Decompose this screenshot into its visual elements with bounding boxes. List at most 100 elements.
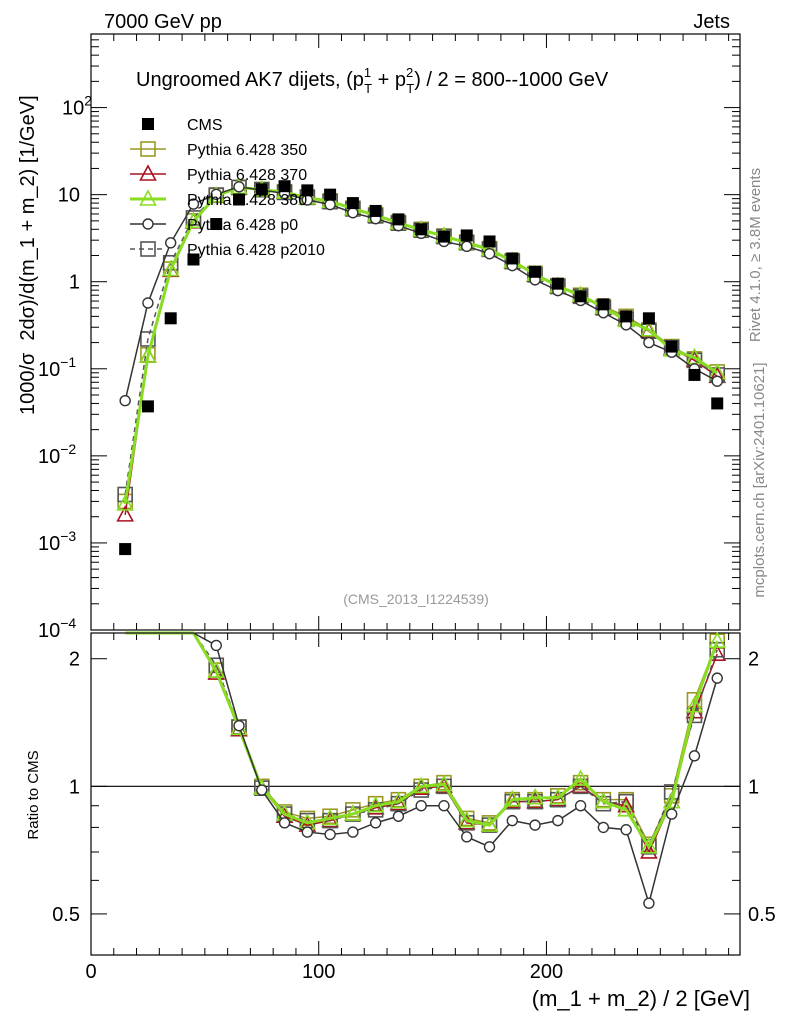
ratio-y-tick-label: 0.5 — [52, 904, 80, 926]
x-tick-label: 0 — [85, 961, 96, 983]
ratio-point — [210, 639, 222, 652]
data-point — [392, 213, 405, 226]
data-point — [141, 400, 154, 413]
data-point — [620, 310, 633, 323]
xlabel: (m_1 + m_2) / 2 [GeV] — [532, 986, 750, 1011]
main-plot-frame — [90, 33, 741, 631]
legend-label: Pythia 6.428 p0 — [187, 217, 298, 234]
mc-point — [142, 297, 154, 309]
ratio-point — [480, 815, 499, 832]
x-tick-labels: 0 100 200 — [85, 961, 563, 983]
data-point — [255, 183, 268, 196]
data-point — [506, 252, 519, 265]
data-point — [324, 188, 337, 201]
ratio-ylabel: Ratio to CMS — [25, 750, 42, 839]
ratio-point — [503, 789, 522, 807]
legend-marker — [139, 164, 157, 181]
mc-point — [165, 237, 177, 249]
data-point — [369, 204, 382, 217]
ratio-point — [594, 791, 613, 809]
ratio-point — [347, 826, 359, 838]
ratio-point — [389, 791, 408, 809]
data-point — [529, 265, 542, 278]
y-tick-label: 10−3 — [38, 528, 76, 555]
ratio-point — [529, 819, 541, 831]
mc-point — [643, 336, 655, 349]
x-tick-label: 200 — [530, 961, 563, 983]
data-point — [210, 218, 223, 231]
legend-label: CMS — [187, 117, 223, 134]
ratio-series — [125, 631, 727, 909]
series-0 — [119, 180, 724, 556]
ratio-y-tick-label: 1 — [69, 776, 80, 798]
ratio-point — [665, 808, 678, 820]
main-title: Ungroomed AK7 dijets, (p1 T + p2 T) / 2 = … — [136, 65, 609, 96]
data-point — [688, 368, 701, 381]
ratio-line — [125, 632, 718, 849]
ratio-point — [620, 824, 632, 836]
ratio-y-tick-label: 2 — [69, 649, 80, 671]
mc-point — [640, 320, 658, 337]
ratio-point — [369, 817, 382, 829]
ratio-axis-ticks: 0.5 0.5 1 1 2 2 — [52, 649, 776, 956]
data-point — [233, 193, 246, 206]
mc-point — [210, 188, 222, 200]
data-point — [460, 229, 473, 242]
mc-point — [461, 240, 473, 253]
data-point — [597, 298, 610, 311]
ratio-point — [324, 828, 336, 841]
data-point — [415, 223, 428, 236]
ratio-series-2 — [125, 631, 727, 854]
ratio-point — [571, 769, 590, 786]
y-tick-label: 10 — [58, 185, 80, 207]
data-point — [301, 184, 314, 197]
mc-point — [187, 198, 200, 210]
ratio-point — [708, 631, 727, 648]
analysis-id: (CMS_2013_I1224539) — [343, 591, 489, 607]
header-right: Jets — [693, 11, 730, 33]
ratio-plot-frame — [90, 632, 741, 956]
mc-point — [161, 259, 180, 277]
mc-point — [324, 198, 336, 211]
mc-point — [347, 207, 359, 219]
ratio-series-3 — [125, 632, 723, 909]
ratio-point — [526, 788, 544, 805]
legend-marker — [140, 141, 156, 157]
mc-point — [711, 375, 723, 387]
ratio-point — [548, 788, 567, 805]
ratio-point — [344, 804, 362, 821]
main-ylabel: 1000/σ2dσ)/d(m_1 + m_2) [1/GeV] — [17, 95, 39, 415]
legend-marker — [142, 218, 154, 230]
ratio-y-tick-label-right: 1 — [748, 776, 759, 798]
y-tick-label: 10−1 — [38, 354, 76, 381]
data-point — [437, 230, 450, 243]
main-series — [116, 177, 727, 556]
series-4 — [119, 181, 723, 407]
ratio-point — [688, 750, 701, 762]
data-point — [164, 312, 177, 325]
legend-label: Pythia 6.428 p2010 — [187, 242, 325, 259]
ratio-point — [438, 800, 450, 812]
data-point — [642, 312, 655, 325]
ratio-point — [504, 793, 521, 810]
mc-point — [185, 210, 202, 226]
data-point — [665, 340, 678, 353]
data-point — [119, 543, 132, 556]
legend-marker — [142, 118, 154, 130]
ratio-point — [643, 897, 655, 909]
ratio-y-tick-label-right: 2 — [748, 649, 759, 671]
ratio-point — [640, 842, 658, 859]
ratio-point — [662, 791, 681, 809]
ratio-y-tick-label-right: 0.5 — [748, 904, 776, 926]
ratio-point — [597, 821, 610, 834]
mc-point — [233, 181, 245, 193]
mc-point — [184, 211, 203, 229]
header-left: 7000 GeV pp — [104, 11, 222, 33]
ratio-point — [301, 826, 314, 838]
legend: CMS Pythia 6.428 350 Pythia 6.428 370 Pythi… — [130, 117, 325, 259]
ratio-point — [574, 800, 587, 812]
data-point — [711, 397, 724, 410]
x-tick-label: 100 — [302, 961, 335, 983]
ratio-point — [483, 841, 496, 853]
